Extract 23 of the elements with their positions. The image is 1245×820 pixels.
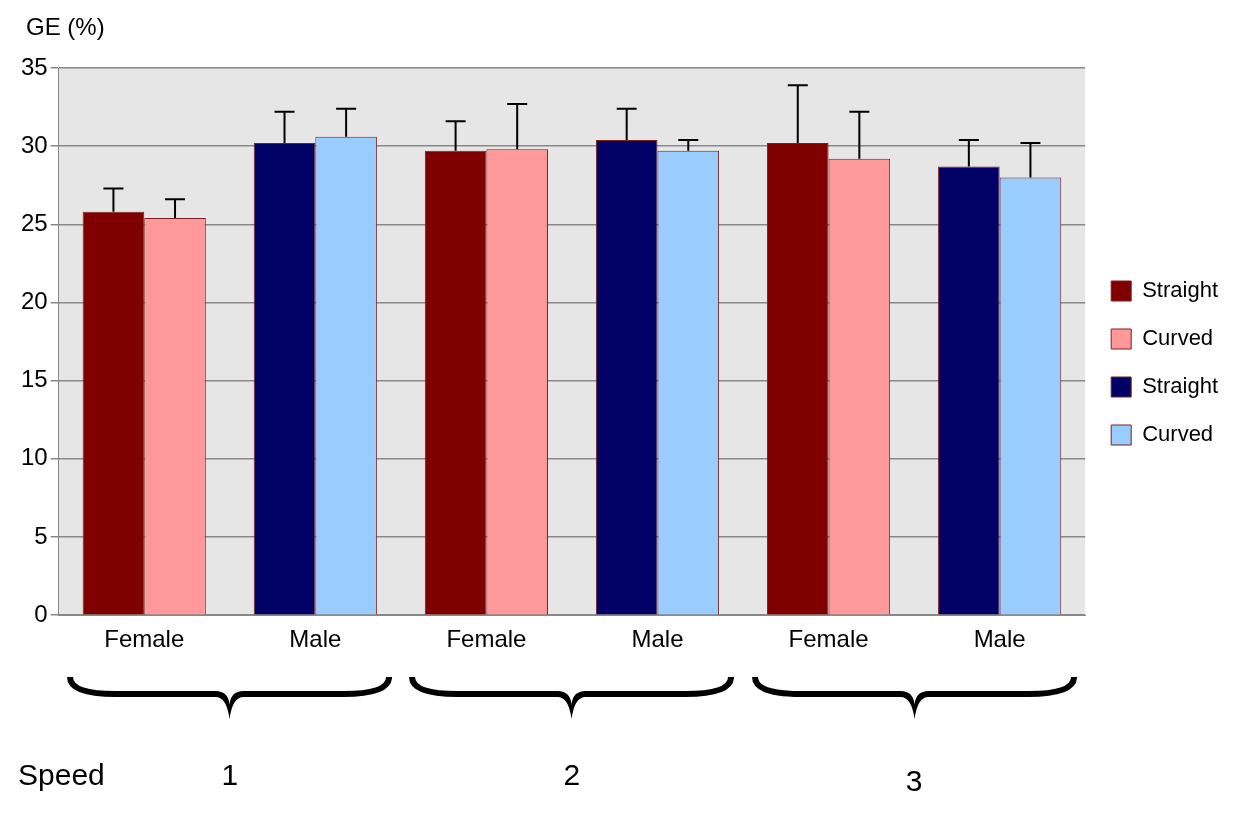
y-tick-label: 5 [34, 521, 48, 549]
y-tick-label: 30 [20, 130, 48, 158]
text: 1 [221, 758, 239, 792]
text: 2 [563, 758, 581, 792]
y-axis-title: GE (%) [26, 12, 105, 40]
x-tick-label: Male [631, 625, 684, 653]
text: 3 [905, 764, 923, 798]
x-tick-label: Female [104, 625, 185, 653]
y-tick-label: 15 [20, 365, 48, 393]
x-tick-label: Male [289, 625, 342, 653]
y-tick-label: 25 [20, 208, 48, 236]
x-tick-label: Female [788, 625, 869, 653]
y-tick-label: 0 [34, 599, 48, 627]
y-tick-label: 10 [20, 443, 48, 471]
text: Speed [18, 758, 105, 792]
legend-label: Straight [1142, 277, 1219, 303]
y-tick-label: 20 [20, 287, 48, 315]
legend-label: Straight [1142, 373, 1219, 399]
y-tick-label: 35 [20, 52, 48, 80]
legend-label: Curved [1142, 421, 1214, 447]
x-tick-label: Female [446, 625, 527, 653]
legend-label: Curved [1142, 325, 1214, 351]
x-tick-label: Male [973, 625, 1026, 653]
